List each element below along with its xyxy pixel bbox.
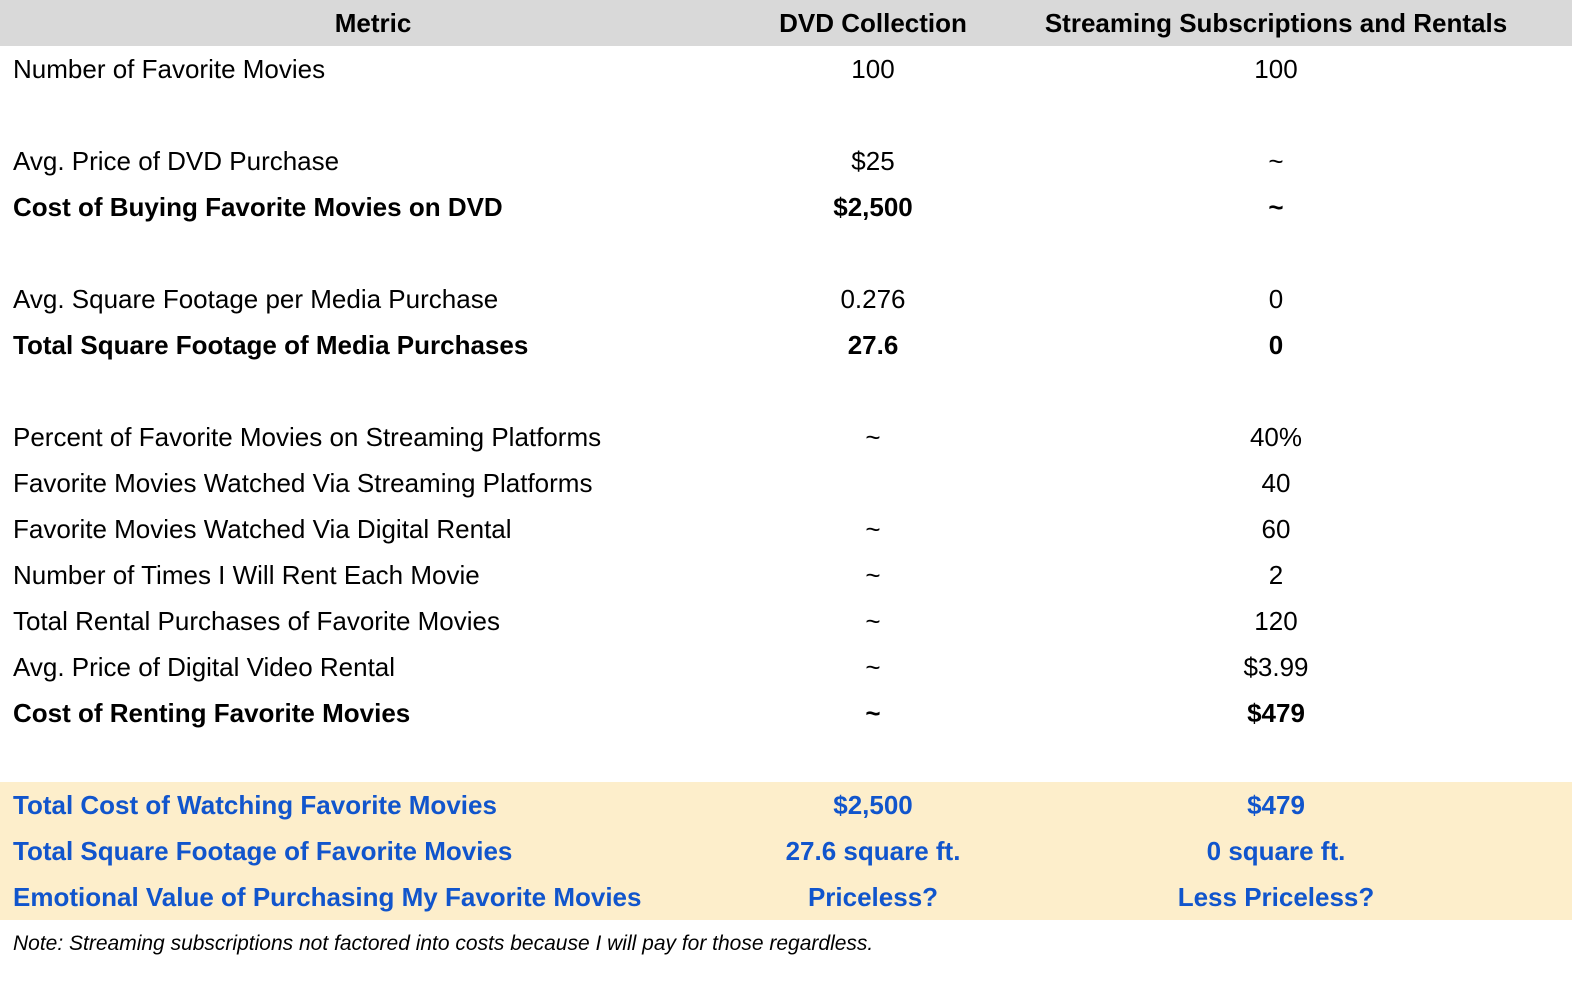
metric-cell: Favorite Movies Watched Via Digital Rent… [13, 513, 512, 544]
table-row: Number of Favorite Movies 100 100 [0, 46, 1572, 92]
metric-cell: Total Rental Purchases of Favorite Movie… [13, 605, 500, 636]
dvd-cell: 0.276 [840, 283, 906, 314]
spacer-row [0, 368, 1572, 414]
metric-cell: Total Square Footage of Media Purchases [13, 329, 529, 360]
streaming-cell [1000, 230, 1572, 276]
header-row: Metric DVD Collection Streaming Subscrip… [0, 0, 1572, 46]
table-row: Percent of Favorite Movies on Streaming … [0, 414, 1572, 460]
dvd-cell: ~ [865, 421, 881, 452]
streaming-cell: $3.99 [1243, 651, 1309, 682]
dvd-cell: 27.6 square ft. [746, 828, 1000, 874]
header-dvd: DVD Collection [746, 0, 1000, 46]
metric-cell [0, 736, 746, 782]
streaming-cell [1000, 92, 1572, 138]
dvd-cell: $25 [851, 145, 895, 176]
metric-cell: Total Cost of Watching Favorite Movies [0, 782, 746, 828]
table-row: Favorite Movies Watched Via Streaming Pl… [0, 460, 1572, 506]
dvd-cell: ~ [865, 559, 881, 590]
streaming-cell [1000, 736, 1572, 782]
table-body: Number of Favorite Movies 100 100 Avg. Pric… [0, 46, 1572, 920]
metric-cell: Number of Times I Will Rent Each Movie [13, 559, 480, 590]
dvd-cell [746, 460, 1000, 506]
dvd-cell: 27.6 [847, 329, 899, 360]
dvd-cell: 100 [851, 53, 895, 84]
dvd-cell: Priceless? [746, 874, 1000, 920]
dvd-cell [746, 230, 1000, 276]
header-metric: Metric [0, 0, 746, 46]
summary-row: Emotional Value of Purchasing My Favorit… [0, 874, 1572, 920]
comparison-table: Metric DVD Collection Streaming Subscrip… [0, 0, 1572, 920]
dvd-cell [746, 736, 1000, 782]
metric-cell: Avg. Square Footage per Media Purchase [13, 283, 499, 314]
dvd-cell: $2,500 [746, 782, 1000, 828]
metric-cell: Cost of Renting Favorite Movies [13, 697, 411, 728]
streaming-cell: $479 [1247, 697, 1305, 728]
streaming-cell: ~ [1268, 145, 1284, 176]
streaming-cell: 120 [1254, 605, 1298, 636]
streaming-cell: 0 square ft. [1000, 828, 1572, 874]
spacer-row [0, 736, 1572, 782]
streaming-cell: ~ [1268, 191, 1284, 222]
streaming-cell: 2 [1268, 559, 1284, 590]
metric-cell [0, 92, 746, 138]
table-row: Total Rental Purchases of Favorite Movie… [0, 598, 1572, 644]
table-row: Total Square Footage of Media Purchases 2… [0, 322, 1572, 368]
spacer-row [0, 92, 1572, 138]
streaming-cell: 40% [1249, 421, 1303, 452]
summary-row: Total Cost of Watching Favorite Movies $2… [0, 782, 1572, 828]
footnote: Note: Streaming subscriptions not factor… [13, 932, 874, 955]
streaming-cell: 0 [1268, 329, 1284, 360]
metric-cell: Avg. Price of DVD Purchase [13, 145, 340, 176]
table-row: Cost of Renting Favorite Movies ~ $479 [0, 690, 1572, 736]
table-row: Avg. Price of DVD Purchase $25 ~ [0, 138, 1572, 184]
streaming-cell [1000, 368, 1572, 414]
dvd-cell: ~ [865, 605, 881, 636]
table-row: Number of Times I Will Rent Each Movie ~2 [0, 552, 1572, 598]
metric-cell: Emotional Value of Purchasing My Favorit… [0, 874, 746, 920]
metric-cell: Percent of Favorite Movies on Streaming … [13, 421, 602, 452]
table-row: Cost of Buying Favorite Movies on DVD $2,… [0, 184, 1572, 230]
streaming-cell: 100 [1254, 53, 1298, 84]
metric-cell: Number of Favorite Movies [13, 53, 326, 84]
metric-cell [0, 230, 746, 276]
streaming-cell: 40 [1261, 467, 1291, 498]
dvd-cell: ~ [865, 697, 881, 728]
metric-cell: Total Square Footage of Favorite Movies [0, 828, 746, 874]
metric-cell: Cost of Buying Favorite Movies on DVD [13, 191, 503, 222]
table-row: Favorite Movies Watched Via Digital Rent… [0, 506, 1572, 552]
streaming-cell: 0 [1268, 283, 1284, 314]
table-row: Avg. Price of Digital Video Rental ~ $3.99 [0, 644, 1572, 690]
metric-cell: Avg. Price of Digital Video Rental [13, 651, 396, 682]
summary-row: Total Square Footage of Favorite Movies 2… [0, 828, 1572, 874]
dvd-cell [746, 92, 1000, 138]
streaming-cell: $479 [1000, 782, 1572, 828]
dvd-cell: ~ [865, 513, 881, 544]
dvd-cell: $2,500 [833, 191, 913, 222]
spacer-row [0, 230, 1572, 276]
streaming-cell: Less Priceless? [1000, 874, 1572, 920]
dvd-cell: ~ [865, 651, 881, 682]
dvd-cell [746, 368, 1000, 414]
table-row: Avg. Square Footage per Media Purchase 0.… [0, 276, 1572, 322]
streaming-cell: 60 [1261, 513, 1291, 544]
metric-cell: Favorite Movies Watched Via Streaming Pl… [13, 467, 593, 498]
metric-cell [0, 368, 746, 414]
header-streaming: Streaming Subscriptions and Rentals [1000, 0, 1572, 46]
